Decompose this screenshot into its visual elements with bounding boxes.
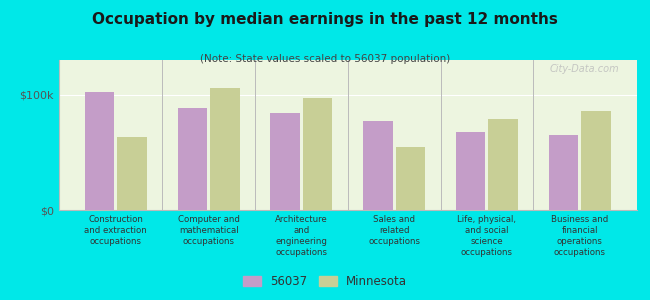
Bar — [303, 98, 332, 210]
Bar — [270, 113, 300, 210]
Text: City-Data.com: City-Data.com — [550, 64, 619, 74]
Bar — [456, 131, 486, 210]
Text: (Note: State values scaled to 56037 population): (Note: State values scaled to 56037 popu… — [200, 54, 450, 64]
Bar — [177, 109, 207, 210]
Legend: 56037, Minnesota: 56037, Minnesota — [243, 275, 407, 288]
Bar — [363, 121, 393, 210]
Bar — [488, 119, 518, 210]
Bar — [84, 92, 114, 210]
Bar — [395, 146, 425, 210]
Text: Occupation by median earnings in the past 12 months: Occupation by median earnings in the pas… — [92, 12, 558, 27]
Bar — [581, 111, 611, 210]
Bar — [210, 88, 240, 210]
Bar — [117, 137, 147, 210]
Bar — [549, 135, 578, 210]
